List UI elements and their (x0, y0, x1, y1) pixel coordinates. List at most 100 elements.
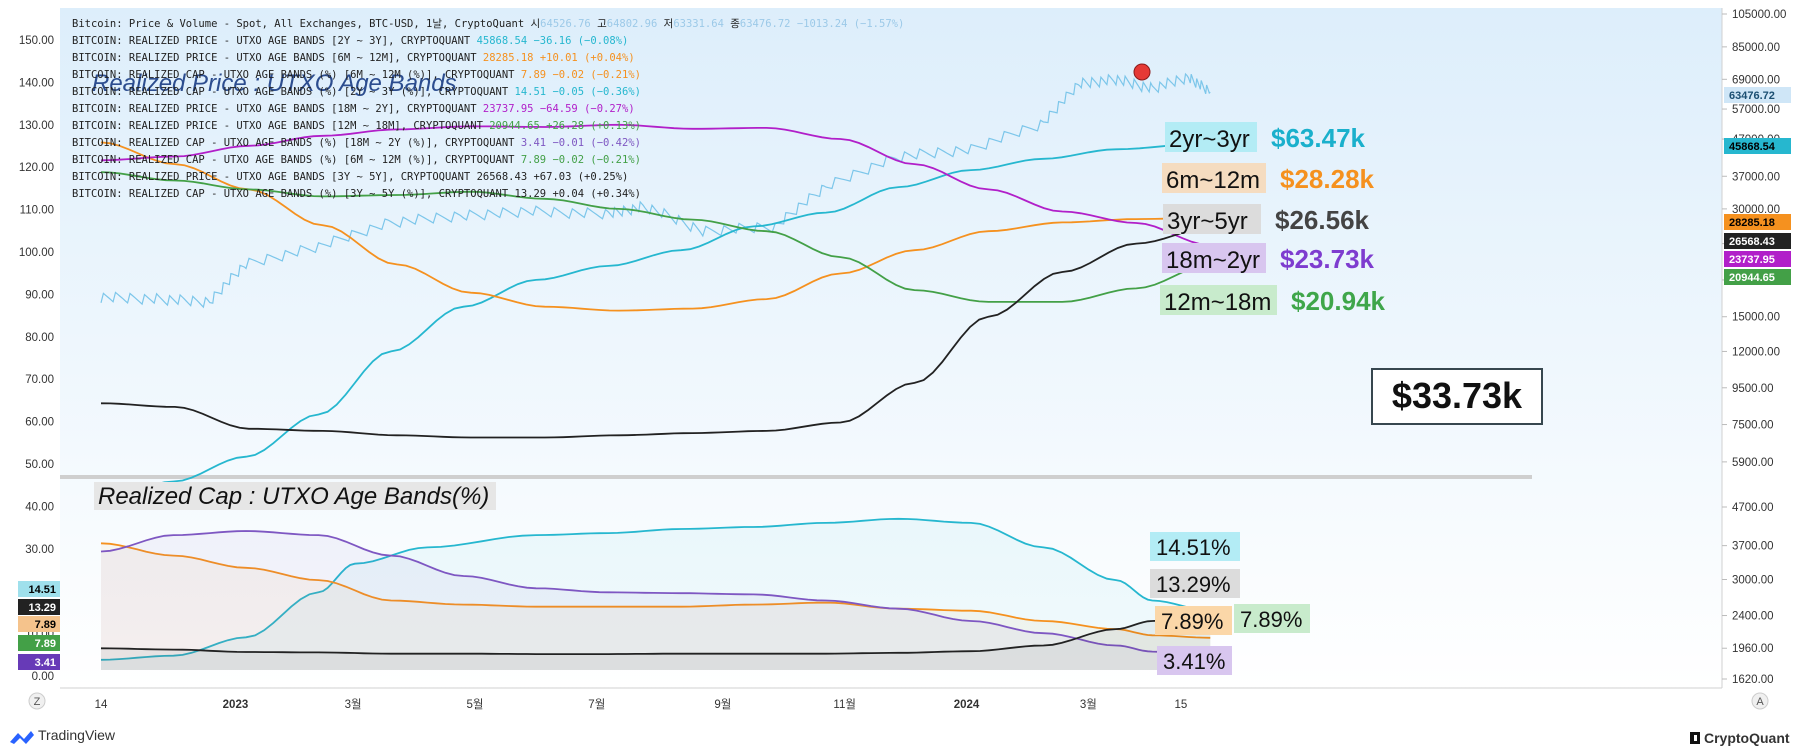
legend-entry: BITCOIN: REALIZED PRICE - UTXO AGE BANDS… (72, 52, 635, 64)
right-tick-label: 7500.00 (1732, 420, 1774, 432)
right-tick-label: 105000.00 (1732, 9, 1786, 21)
legend-entry-value: 26568.43 (477, 171, 534, 183)
cryptoquant-logo-icon (1690, 732, 1700, 744)
legend-entry-name: BITCOIN: REALIZED CAP - UTXO AGE BANDS (… (72, 154, 521, 166)
left-tick-label: 50.00 (25, 459, 54, 471)
tradingview-logo[interactable]: TradingView (10, 727, 116, 744)
band-value: $20.94k (1291, 286, 1386, 316)
right-tick-label: 3700.00 (1732, 541, 1774, 553)
pct-label: 13.29% (1156, 572, 1231, 597)
legend-entry-change: +67.03 (+0.25%) (533, 171, 628, 183)
realized-cap-area (101, 543, 1211, 670)
legend-entry-name: BITCOIN: REALIZED CAP - UTXO AGE BANDS (… (72, 69, 521, 81)
legend: Bitcoin: Price & Volume - Spot, All Exch… (72, 18, 904, 200)
right-value-badge (1724, 214, 1791, 230)
tradingview-logo-text: TradingView (38, 727, 116, 743)
legend-entry-value: 23737.95 (483, 103, 540, 115)
left-tick-label: 140.00 (19, 77, 54, 89)
legend-entry-name: BITCOIN: REALIZED PRICE - UTXO AGE BANDS… (72, 103, 483, 115)
legend-entry: BITCOIN: REALIZED CAP - UTXO AGE BANDS (… (72, 137, 641, 149)
timezone-button[interactable] (28, 692, 46, 710)
left-tick-label: 30.00 (25, 544, 54, 556)
right-tick-label: 15000.00 (1732, 312, 1780, 324)
right-value-badge-text: 23737.95 (1729, 254, 1775, 266)
legend-entry: BITCOIN: REALIZED CAP - UTXO AGE BANDS (… (72, 69, 641, 81)
left-tick-label: 110.00 (20, 205, 54, 217)
left-tick-label: 90.00 (25, 289, 54, 301)
plot-background (60, 8, 1722, 688)
x-tick-label: 15 (1174, 699, 1187, 711)
band-label-bg (1162, 243, 1266, 273)
pct-label-bg (1150, 569, 1240, 598)
left-value-badge (18, 599, 60, 615)
cryptoquant-logo[interactable]: CryptoQuant (1690, 730, 1790, 746)
legend-entry: BITCOIN: REALIZED PRICE - UTXO AGE BANDS… (72, 120, 641, 132)
legend-entry-value: 3.41 (521, 137, 553, 149)
legend-entry-change: −0.02 (−0.21%) (552, 154, 641, 166)
upper-pane-title: Realized Price : UTXO Age Bands (92, 70, 457, 97)
legend-entry-value: 45868.54 (477, 35, 534, 47)
legend-entry: BITCOIN: REALIZED CAP - UTXO AGE BANDS (… (72, 188, 641, 200)
left-value-badge (18, 654, 60, 670)
band-label: 18m~2yr (1166, 247, 1260, 274)
realized-price-pane (100, 72, 1211, 502)
right-tick-label: 1960.00 (1732, 643, 1774, 655)
right-value-badge-text: 28285.18 (1729, 217, 1775, 229)
right-value-badge-text: 20944.65 (1729, 272, 1775, 284)
pct-label: 14.51% (1156, 535, 1231, 560)
realized-price-line-12m-18m (100, 171, 1211, 303)
realized-cap-line-3yr-5yr- (100, 614, 1211, 655)
pct-label: 3.41% (1163, 649, 1225, 674)
right-value-badge (1724, 233, 1791, 249)
x-tick-label: 14 (95, 699, 108, 711)
legend-entry-value: 7.89 (521, 69, 553, 81)
realized-cap-line-18m-2yr- (100, 530, 1211, 657)
legend-title: Bitcoin: Price & Volume - Spot, All Exch… (72, 18, 904, 30)
right-value-badge (1724, 251, 1791, 267)
right-value-badge (1724, 138, 1791, 154)
band-label: 3yr~5yr (1167, 208, 1248, 235)
legend-title-part: 저 (664, 18, 674, 30)
lower-pane-title: Realized Cap : UTXO Age Bands(%) (98, 483, 489, 510)
band-label-bg (1162, 163, 1266, 193)
pct-label: 7.89% (1161, 609, 1223, 634)
right-tick-label: 9500.00 (1732, 383, 1774, 395)
left-tick-label: 150.00 (19, 35, 54, 47)
x-tick-label: 11월 (833, 698, 856, 711)
legend-entry-change: −0.01 (−0.42%) (552, 137, 641, 149)
right-tick-label: 12000.00 (1732, 346, 1780, 358)
legend-title-part: −1013.24 (−1.57%) (797, 18, 904, 30)
right-tick-label: 57000.00 (1732, 104, 1780, 116)
value-badges: 63476.72 45868.54 28285.18 26568.43 23737.95… (18, 87, 1791, 670)
band-label: 2yr~3yr (1169, 126, 1250, 153)
legend-entry-value: 28285.18 (483, 52, 540, 64)
pct-label-bg (1155, 606, 1232, 635)
legend-title-part: Bitcoin: Price & Volume - Spot, All Exch… (72, 18, 531, 30)
right-tick-label: 85000.00 (1732, 42, 1780, 54)
left-value-badge-text: 13.29 (28, 602, 56, 614)
band-value: $26.56k (1275, 205, 1370, 235)
right-tick-label: 37000.00 (1732, 171, 1780, 183)
legend-entry-name: BITCOIN: REALIZED CAP - UTXO AGE BANDS (… (72, 137, 521, 149)
legend-entry-value: 20944.65 (489, 120, 546, 132)
left-value-badge (18, 616, 60, 632)
upper-title-bg (90, 74, 470, 98)
legend-entry: BITCOIN: REALIZED CAP - UTXO AGE BANDS (… (72, 86, 641, 98)
left-tick-label: 100.00 (19, 247, 54, 259)
legend-entry-value: 13.29 (515, 188, 553, 200)
legend-entry-name: BITCOIN: REALIZED PRICE - UTXO AGE BANDS… (72, 35, 477, 47)
x-tick-label: 7월 (588, 698, 605, 711)
legend-entry: BITCOIN: REALIZED PRICE - UTXO AGE BANDS… (72, 103, 635, 115)
legend-title-part: 63331.64 (673, 18, 730, 30)
left-value-badge-text: 7.89 (35, 638, 56, 650)
band-label-bg (1165, 122, 1257, 152)
auto-scale-button[interactable] (1751, 692, 1769, 710)
legend-entry: BITCOIN: REALIZED PRICE - UTXO AGE BANDS… (72, 35, 628, 47)
legend-entry-change: +10.01 (+0.04%) (540, 52, 635, 64)
total-box (1371, 368, 1543, 425)
pct-label: 7.89% (1240, 607, 1302, 632)
pct-label-bg (1157, 646, 1232, 675)
realized-cap-line-6m-12m- (100, 542, 1211, 639)
realized-price-line-2yr-3yr (100, 142, 1211, 502)
